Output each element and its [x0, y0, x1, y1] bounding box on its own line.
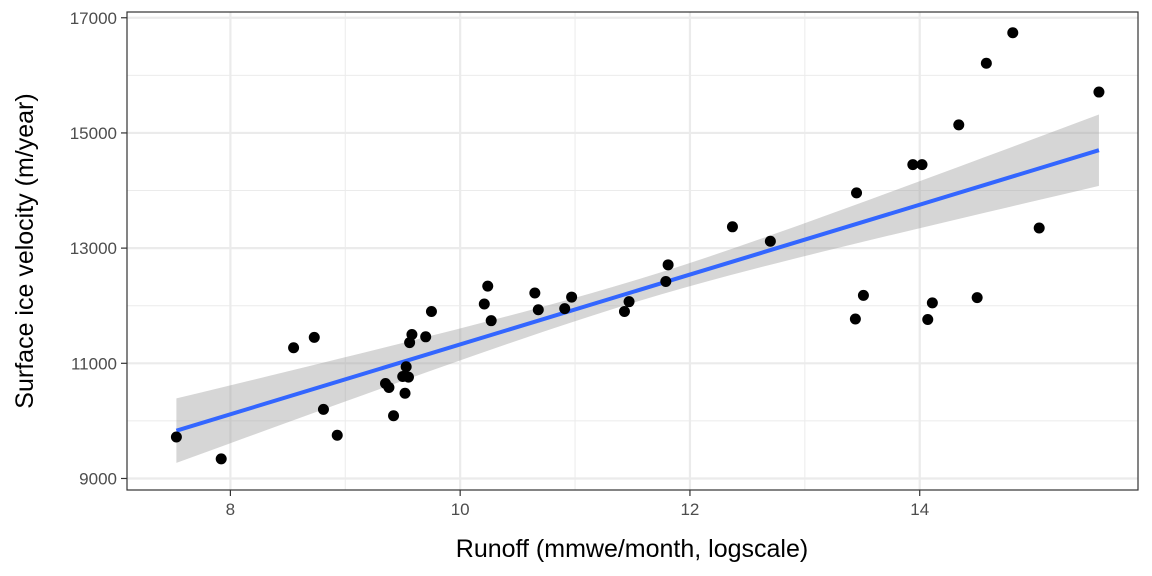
data-point [726, 221, 738, 233]
data-point [849, 313, 861, 325]
data-point [317, 403, 329, 415]
plot-border [126, 11, 1139, 491]
data-point [566, 291, 578, 303]
x-axis-ticks: 8 10 12 14 [226, 490, 929, 519]
fit-line-layer [175, 148, 1100, 433]
y-tick-label: 15000 [70, 124, 117, 143]
data-point [420, 331, 432, 343]
data-point [1093, 86, 1105, 98]
data-point [851, 187, 863, 199]
x-tick-label: 14 [910, 500, 929, 519]
major-gridlines [127, 12, 1138, 490]
y-tick-label: 17000 [70, 9, 117, 28]
x-tick-label: 10 [451, 500, 470, 519]
plot-panel [127, 12, 1138, 490]
data-point [953, 119, 965, 131]
data-point [399, 387, 411, 399]
data-point [529, 287, 541, 299]
data-point [288, 342, 300, 354]
data-point [764, 235, 776, 247]
data-point [618, 305, 630, 317]
y-tick-label: 9000 [79, 469, 117, 488]
data-point [623, 296, 635, 308]
y-axis-title: Surface ice velocity (m/year) [11, 93, 39, 408]
data-point [980, 57, 992, 69]
data-point [482, 280, 494, 292]
x-axis-title: Runoff (mmwe/month, logscale) [456, 535, 808, 563]
data-point [215, 453, 227, 465]
regression-line [175, 148, 1100, 433]
data-point [926, 297, 938, 309]
data-point [170, 431, 182, 443]
y-tick-label: 13000 [70, 239, 117, 258]
data-point [916, 159, 928, 171]
data-point [406, 329, 418, 341]
data-point [1007, 27, 1019, 39]
data-point [425, 305, 437, 317]
y-tick-label: 11000 [71, 354, 117, 373]
y-axis-ticks: 9000 11000 13000 15000 17000 [70, 9, 127, 488]
data-point [402, 371, 414, 383]
data-point [532, 304, 544, 316]
data-point [383, 381, 395, 393]
data-point [857, 289, 869, 301]
data-point [907, 159, 919, 171]
data-point [662, 259, 674, 271]
x-tick-label: 8 [226, 500, 235, 519]
data-point [660, 276, 672, 288]
data-point [308, 331, 320, 343]
data-point [559, 303, 571, 315]
data-point [478, 298, 490, 310]
data-point [922, 314, 934, 326]
data-point [388, 410, 400, 422]
data-point [331, 429, 343, 441]
data-points [170, 27, 1105, 465]
data-point [400, 361, 412, 373]
data-point [485, 315, 497, 327]
x-tick-label: 12 [680, 500, 699, 519]
data-point [971, 292, 983, 304]
data-point [1033, 222, 1045, 234]
